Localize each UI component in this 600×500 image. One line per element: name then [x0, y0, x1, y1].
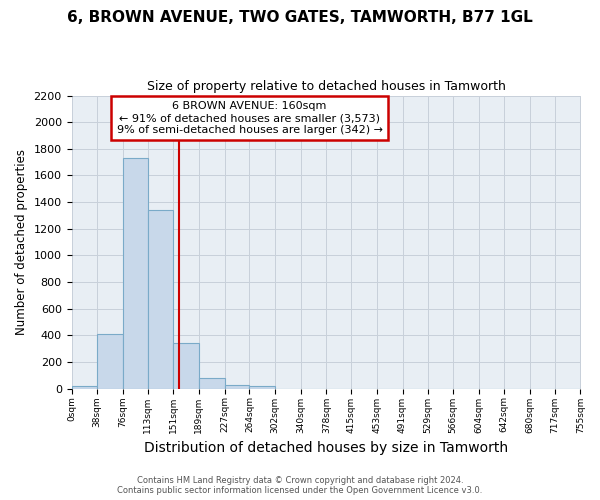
Title: Size of property relative to detached houses in Tamworth: Size of property relative to detached ho…: [146, 80, 505, 93]
Bar: [173, 344, 199, 388]
Bar: [250, 386, 275, 388]
Text: Contains HM Land Registry data © Crown copyright and database right 2024.
Contai: Contains HM Land Registry data © Crown c…: [118, 476, 482, 495]
Bar: [123, 158, 148, 388]
Bar: [148, 210, 173, 388]
X-axis label: Distribution of detached houses by size in Tamworth: Distribution of detached houses by size …: [144, 441, 508, 455]
Bar: [199, 378, 224, 388]
Y-axis label: Number of detached properties: Number of detached properties: [15, 149, 28, 335]
Text: 6 BROWN AVENUE: 160sqm
← 91% of detached houses are smaller (3,573)
9% of semi-d: 6 BROWN AVENUE: 160sqm ← 91% of detached…: [116, 102, 383, 134]
Text: 6, BROWN AVENUE, TWO GATES, TAMWORTH, B77 1GL: 6, BROWN AVENUE, TWO GATES, TAMWORTH, B7…: [67, 10, 533, 25]
Bar: [224, 384, 250, 388]
Bar: [71, 386, 97, 388]
Bar: [97, 334, 123, 388]
